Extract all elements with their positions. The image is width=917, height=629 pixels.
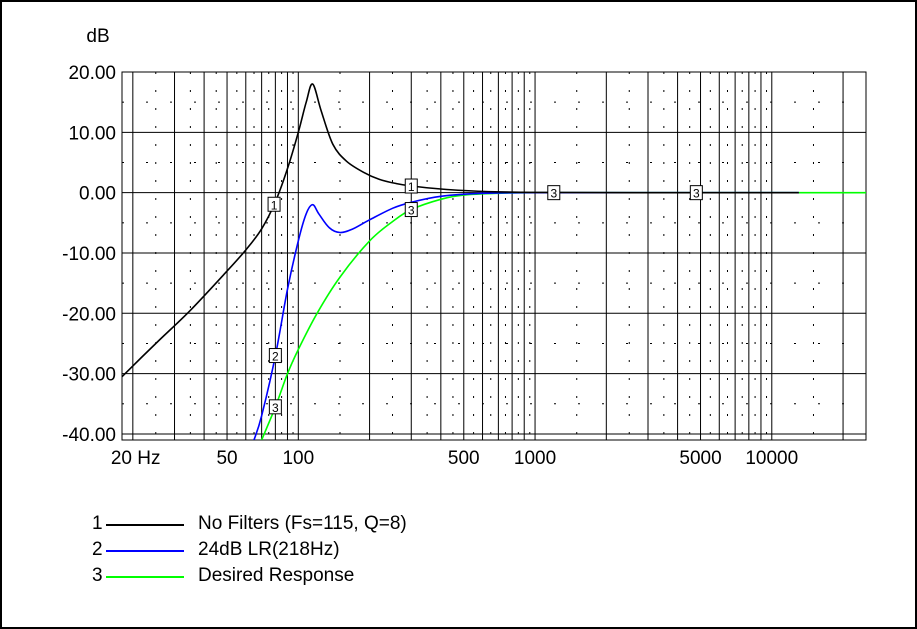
marker-label: 2 — [272, 350, 279, 364]
marker-label: 3 — [693, 187, 700, 201]
y-axis-label: dB — [86, 26, 109, 47]
marker-label: 1 — [408, 180, 415, 194]
marker-box — [547, 185, 561, 201]
marker-box — [268, 399, 282, 415]
series-marker-2: 2 — [268, 348, 282, 364]
x-tick-label: 20 Hz — [111, 448, 161, 469]
y-tick-label: -10.00 — [62, 244, 116, 265]
marker-box — [267, 196, 281, 212]
x-tick-label: 1000 — [514, 448, 556, 469]
x-tick-label: 10000 — [745, 448, 798, 469]
marker-label: 3 — [408, 204, 415, 218]
marker-box — [689, 185, 703, 201]
x-tick-label: 5000 — [679, 448, 721, 469]
series-marker-3: 3 — [404, 202, 418, 218]
legend-label: No Filters (Fs=115, Q=8) — [198, 513, 407, 534]
marker-box — [268, 348, 282, 364]
y-tick-label: -20.00 — [62, 304, 116, 325]
x-tick-label: 500 — [448, 448, 480, 469]
legend-item-3: 3 Desired Response — [92, 565, 354, 586]
marker-box — [404, 178, 418, 194]
y-tick-label: -40.00 — [62, 425, 116, 446]
series-marker-3: 3 — [268, 399, 282, 415]
legend-number: 3 — [92, 565, 103, 586]
marker-label: 3 — [272, 401, 279, 415]
y-tick-labels: 20.00 10.00 0.00 -10.00 -20.00 -30.00 -40.00 — [62, 63, 116, 446]
plot-border — [121, 71, 867, 441]
legend-item-1: 1 No Filters (Fs=115, Q=8) — [92, 513, 407, 534]
y-tick-label: -30.00 — [62, 365, 116, 386]
legend: 1 No Filters (Fs=115, Q=8) 2 24dB LR(218Hz)… — [92, 513, 407, 586]
series-marker-1: 1 — [404, 178, 418, 194]
grid — [121, 71, 867, 441]
legend-item-2: 2 24dB LR(218Hz) — [92, 539, 340, 560]
y-tick-label: 10.00 — [68, 123, 116, 144]
series-markers: 3 3 3 3 2 1 1 — [267, 178, 703, 415]
legend-number: 1 — [92, 513, 103, 534]
series-line-1 — [122, 83, 799, 378]
series-lines — [122, 83, 866, 440]
marker-label: 1 — [271, 198, 278, 212]
y-tick-label: 20.00 — [68, 63, 116, 84]
legend-label: 24dB LR(218Hz) — [198, 539, 340, 560]
legend-label: Desired Response — [198, 565, 354, 586]
x-tick-label: 50 — [216, 448, 237, 469]
series-marker-1: 1 — [267, 196, 281, 212]
y-tick-label: 0.00 — [79, 184, 116, 205]
series-marker-3: 3 — [689, 185, 703, 201]
marker-box — [404, 202, 418, 218]
series-line-2 — [253, 191, 799, 440]
x-tick-labels: 20 Hz 50 100 500 1000 5000 10000 — [111, 448, 798, 469]
marker-label: 3 — [550, 187, 557, 201]
x-tick-label: 100 — [282, 448, 314, 469]
legend-number: 2 — [92, 539, 103, 560]
series-marker-3: 3 — [547, 185, 561, 201]
